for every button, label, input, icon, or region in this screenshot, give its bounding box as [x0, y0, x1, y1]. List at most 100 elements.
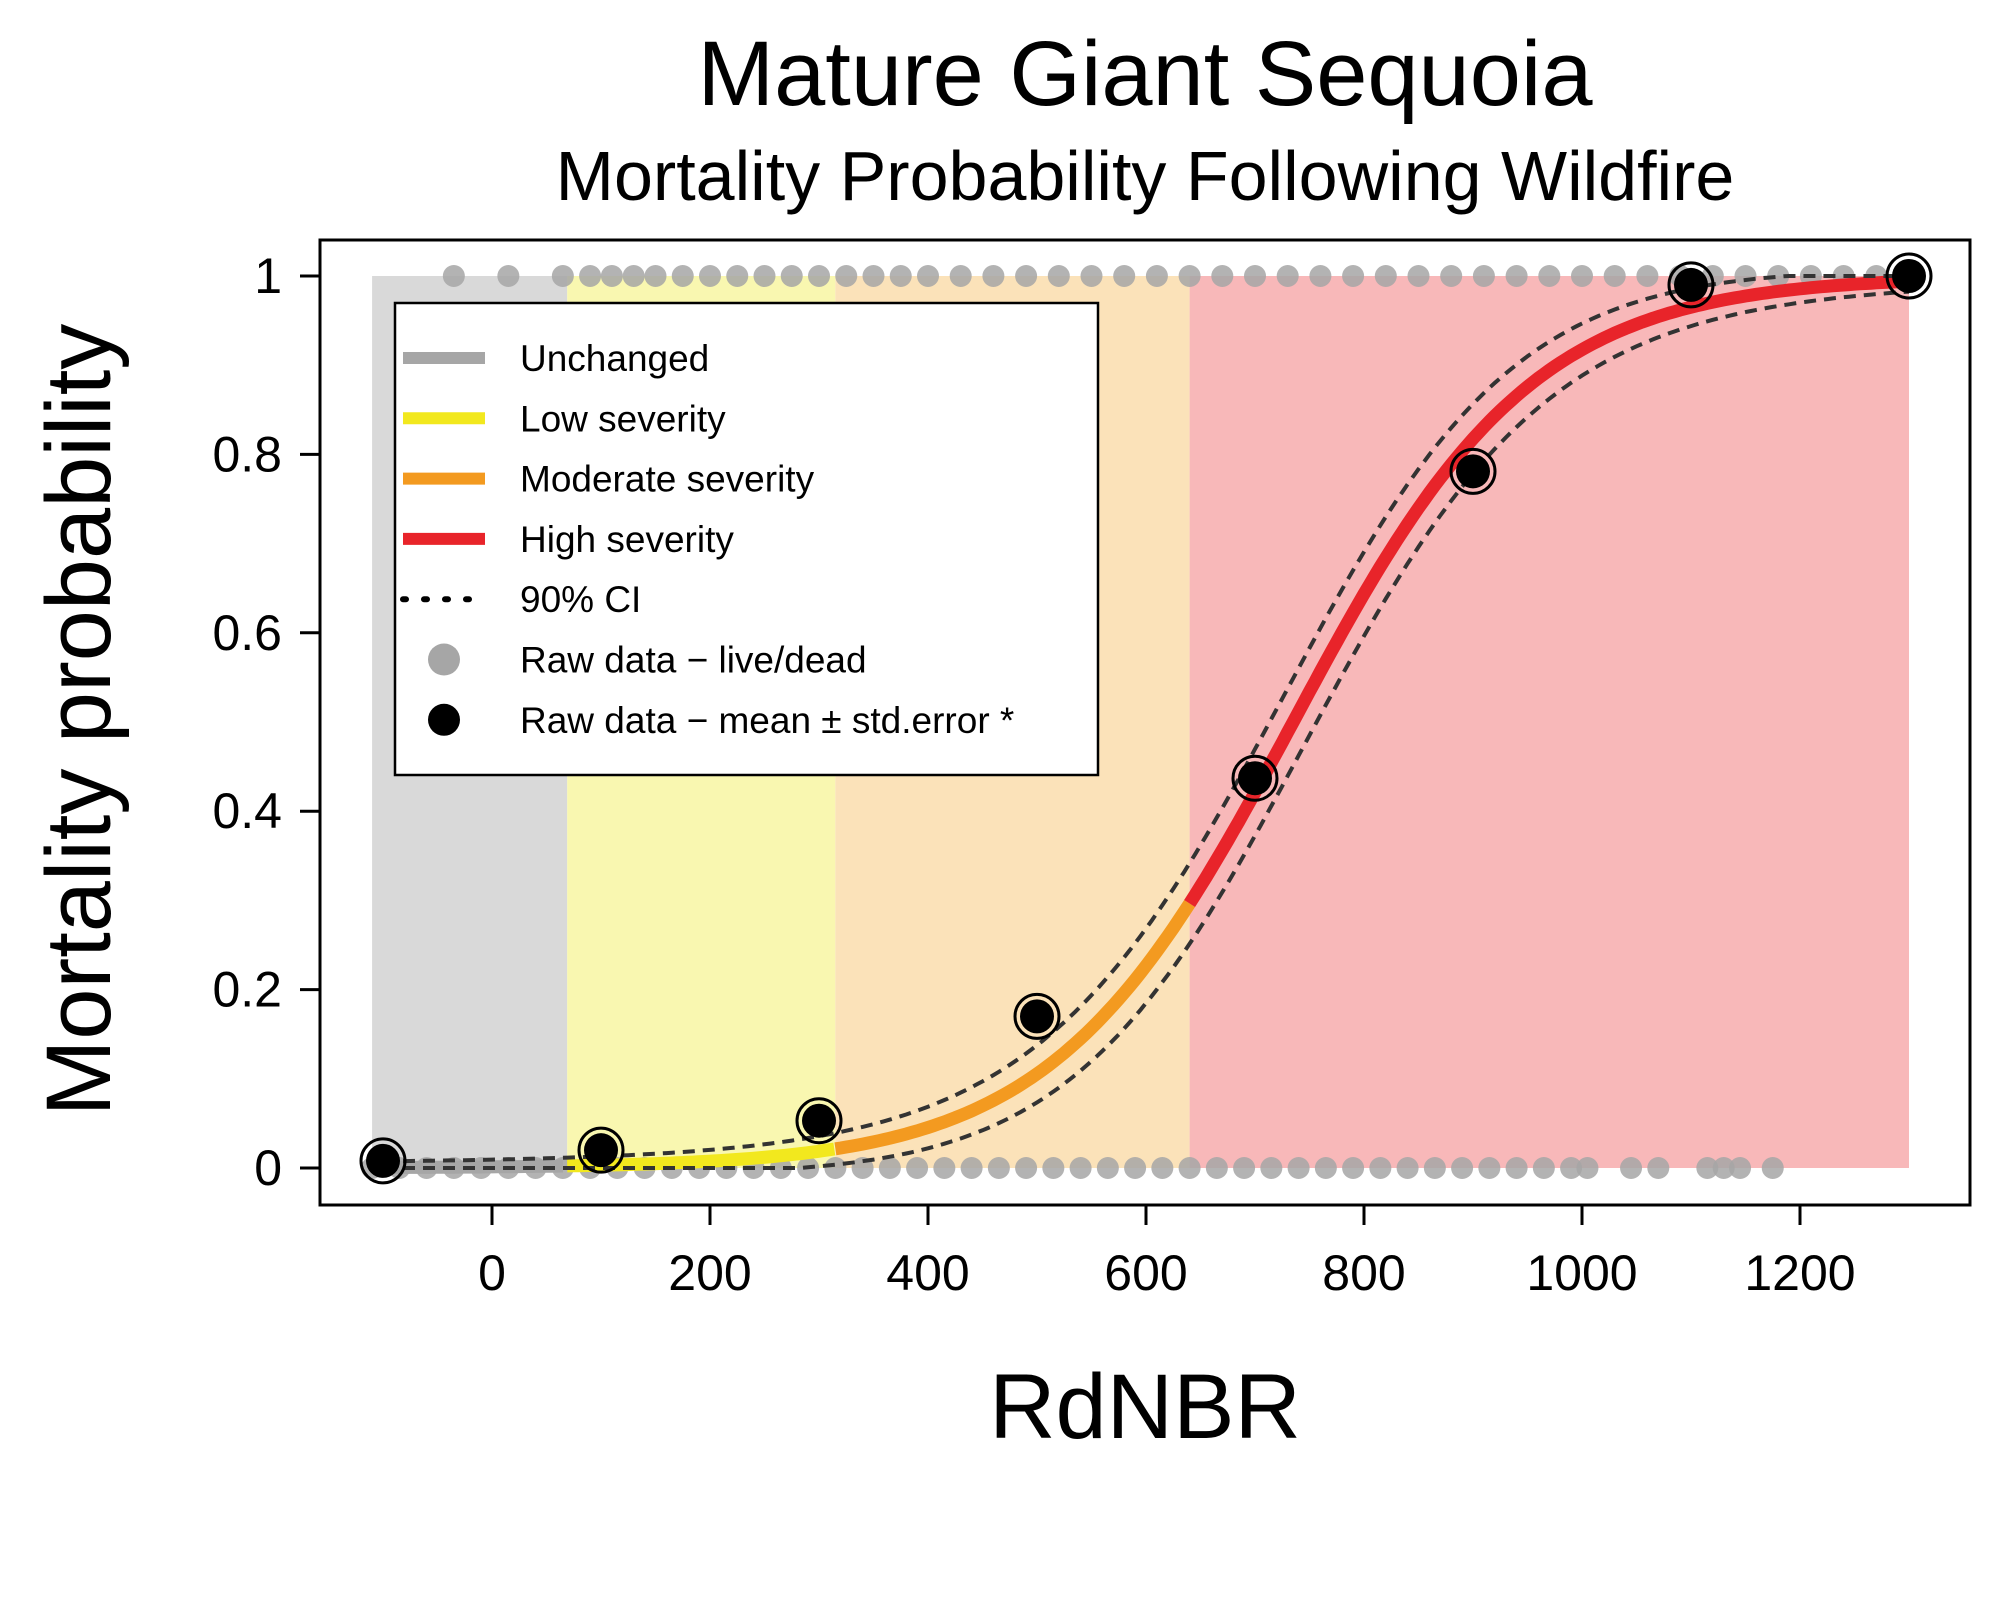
- raw-point-dead-17: [949, 265, 972, 287]
- x-tick-label-0: 0: [478, 1245, 506, 1301]
- raw-point-live-31: [1205, 1157, 1228, 1179]
- legend-label-2: Moderate severity: [520, 459, 815, 500]
- raw-data-points: [361, 265, 1920, 1179]
- x-axis-label: RdNBR: [989, 1356, 1301, 1458]
- raw-point-dead-7: [671, 265, 694, 287]
- raw-point-dead-11: [780, 265, 803, 287]
- raw-point-live-37: [1369, 1157, 1392, 1179]
- raw-point-dead-16: [917, 265, 939, 287]
- raw-point-dead-41: [1734, 265, 1757, 287]
- curve-segment-3: [1184, 274, 1910, 908]
- y-tick-label-0: 0: [254, 1140, 282, 1196]
- curve-segment-2: [834, 899, 1196, 1156]
- mean-point-2: [795, 1097, 843, 1145]
- curve-segment-1: [567, 1142, 836, 1173]
- mean-point-dot-7: [1892, 259, 1926, 293]
- mean-point-1: [577, 1126, 625, 1174]
- mean-point-ring-2: [795, 1097, 843, 1145]
- raw-point-dead-38: [1636, 265, 1659, 287]
- legend-box: [393, 301, 1100, 777]
- raw-point-dead-2: [551, 265, 574, 287]
- raw-point-dead-18: [982, 265, 1005, 287]
- x-axis: 0 200 400 600 800 1000 1200: [478, 1203, 1856, 1301]
- raw-point-dead-36: [1571, 265, 1593, 287]
- raw-point-dead-34: [1505, 265, 1528, 287]
- x-tick-label-3: 600: [1104, 1245, 1187, 1301]
- mean-point-7: [1885, 252, 1933, 300]
- raw-point-dead-42: [1767, 265, 1790, 287]
- raw-point-live-41: [1478, 1157, 1501, 1179]
- raw-point-live-26: [1069, 1157, 1092, 1179]
- raw-point-dead-6: [644, 265, 667, 287]
- raw-point-dead-37: [1603, 265, 1626, 287]
- raw-point-live-47: [1647, 1157, 1670, 1179]
- mean-point-dot-5: [1456, 454, 1490, 489]
- legend-item-0: Unchanged: [403, 338, 709, 379]
- raw-point-dead-21: [1080, 265, 1103, 287]
- legend-label-5: Raw data − live/dead: [520, 640, 867, 681]
- raw-point-live-48: [1696, 1157, 1719, 1179]
- legend-item-2: Moderate severity: [403, 459, 815, 500]
- ci-upper-line: [383, 274, 1909, 1164]
- y-tick-label-1: 0.2: [212, 962, 282, 1018]
- legend-swatch-6: [428, 703, 460, 736]
- raw-point-live-50: [1729, 1157, 1752, 1179]
- y-tick-label-2: 0.4: [212, 783, 282, 839]
- x-tick-label-1: 200: [668, 1245, 751, 1301]
- x-tick-label-5: 1000: [1526, 1245, 1637, 1301]
- raw-point-dead-23: [1145, 265, 1168, 287]
- legend-label-3: High severity: [520, 519, 734, 560]
- raw-point-dead-35: [1538, 265, 1561, 287]
- raw-point-dead-33: [1472, 265, 1495, 287]
- mean-point-ring-1: [577, 1126, 625, 1174]
- legend-label-0: Unchanged: [520, 338, 709, 379]
- chart-title: Mature Giant Sequoia: [698, 23, 1594, 125]
- raw-point-dead-4: [600, 265, 623, 287]
- legend-label-4: 90% CI: [520, 579, 641, 620]
- raw-point-dead-29: [1342, 265, 1365, 287]
- raw-point-live-42: [1505, 1157, 1528, 1179]
- mean-point-3: [1013, 992, 1061, 1040]
- raw-point-dead-19: [1015, 265, 1038, 287]
- legend-item-3: High severity: [403, 519, 734, 560]
- raw-point-dead-12: [808, 265, 830, 287]
- mean-point-dot-6: [1674, 267, 1708, 302]
- x-tick-label-4: 800: [1322, 1245, 1405, 1301]
- chart-subtitle: Mortality Probability Following Wildfire: [556, 137, 1735, 215]
- raw-point-dead-8: [699, 265, 721, 287]
- raw-point-live-44: [1560, 1157, 1583, 1179]
- raw-point-live-30: [1178, 1157, 1201, 1179]
- raw-point-live-28: [1124, 1157, 1147, 1179]
- legend-label-6: Raw data − mean ± std.error *: [520, 700, 1014, 741]
- raw-point-live-27: [1096, 1157, 1119, 1179]
- y-axis: 0 0.2 0.4 0.6 0.8 1: [212, 248, 322, 1196]
- mean-point-ring-3: [1013, 992, 1061, 1040]
- raw-point-dead-14: [862, 265, 885, 287]
- raw-point-dead-13: [835, 265, 858, 287]
- mean-point-5: [1449, 447, 1497, 495]
- severity-band-3: [1189, 276, 1909, 1168]
- raw-point-live-46: [1620, 1157, 1643, 1179]
- x-tick-label-6: 1200: [1744, 1245, 1855, 1301]
- raw-point-live-34: [1287, 1157, 1310, 1179]
- raw-point-live-19: [878, 1157, 901, 1179]
- raw-point-live-18: [851, 1157, 874, 1179]
- legend-item-6: Raw data − mean ± std.error *: [428, 700, 1014, 741]
- mean-points: [359, 252, 1933, 1185]
- raw-point-dead-27: [1276, 265, 1299, 287]
- ci-lower-line: [383, 289, 1910, 1170]
- mean-point-ring-5: [1449, 447, 1497, 495]
- raw-point-live-43: [1532, 1157, 1555, 1179]
- raw-point-dead-31: [1407, 265, 1430, 287]
- raw-point-live-20: [906, 1157, 929, 1179]
- mean-point-6: [1667, 261, 1715, 309]
- raw-point-live-32: [1233, 1157, 1256, 1179]
- mean-point-dot-3: [1020, 999, 1054, 1034]
- legend: Unchanged Low severity Moderate severity Hi…: [393, 301, 1100, 777]
- raw-point-live-22: [960, 1157, 983, 1179]
- raw-point-live-51: [1761, 1157, 1784, 1179]
- raw-point-live-36: [1342, 1157, 1365, 1179]
- raw-point-live-45: [1576, 1157, 1599, 1179]
- raw-point-dead-30: [1374, 265, 1397, 287]
- mean-point-dot-4: [1238, 761, 1272, 796]
